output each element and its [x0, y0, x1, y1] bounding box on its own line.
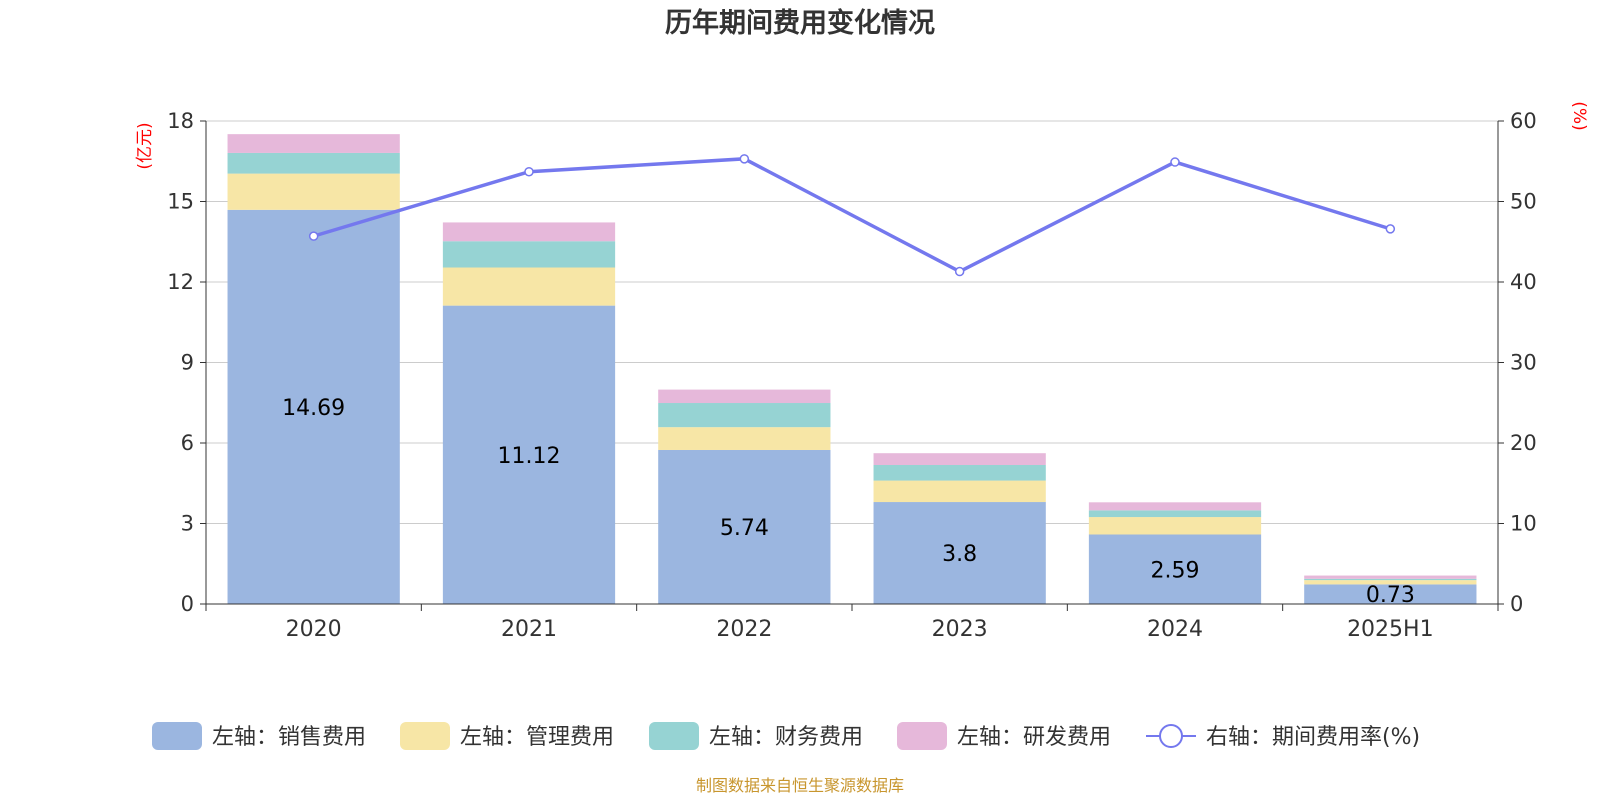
bar-segment-1	[658, 449, 831, 604]
rate-line-point	[308, 231, 319, 241]
x-axis-tick-label: 2023	[932, 617, 988, 642]
x-axis-tick-label: 2024	[1147, 617, 1203, 642]
legend-swatch	[897, 722, 947, 750]
bar-segment-2	[658, 427, 831, 450]
source-note: 制图数据来自恒生聚源数据库	[696, 776, 904, 795]
bar-data-label: 11.12	[498, 444, 561, 469]
rate-line-point	[1385, 224, 1396, 234]
legend-swatch	[400, 722, 450, 750]
bar-segment-2	[1088, 517, 1262, 535]
bar-segment-4	[1088, 502, 1262, 511]
bar-segment-2	[1304, 580, 1477, 585]
rate-line-point	[524, 166, 534, 177]
bar-segment-2	[873, 480, 1046, 503]
legend-label: 左轴：销售费用	[212, 725, 366, 750]
legend-label: 右轴：期间费用率(%)	[1206, 725, 1420, 750]
chart-title: 历年期间费用变化情况	[665, 7, 935, 39]
bar-data-label: 5.74	[720, 516, 769, 541]
left-axis-tick-label: 15	[167, 190, 194, 214]
left-axis-tick-label: 9	[181, 351, 194, 375]
bar-segment-1	[227, 209, 400, 604]
x-axis-tick-label: 2025H1	[1347, 617, 1434, 642]
left-axis-unit: (亿元)	[135, 122, 155, 169]
right-axis-tick-label: 20	[1510, 431, 1537, 455]
right-axis-tick-label: 60	[1510, 109, 1537, 133]
rate-line-path	[313, 157, 1391, 274]
right-axis-tick-label: 50	[1510, 190, 1537, 214]
bar-segment-3	[1088, 510, 1262, 518]
right-axis-tick-label: 40	[1510, 270, 1537, 294]
bar-segment-1	[1304, 584, 1477, 604]
bar-segment-3	[442, 241, 616, 268]
rate-line-point	[739, 154, 750, 164]
right-axis-tick-label: 30	[1510, 351, 1537, 375]
right-axis-tick-label: 0	[1510, 592, 1523, 616]
legend-circle-swatch	[1159, 724, 1183, 748]
bar-segment-4	[442, 222, 616, 242]
axes: 0 3 6 9 12 15 18 0 10 20 30 40 50 60 2020 2021 2022 2023 2…	[167, 109, 1536, 642]
bar-segment-4	[1304, 575, 1477, 579]
bar-data-label: 14.69	[282, 396, 345, 421]
bar-segment-3	[658, 403, 831, 428]
bar-segment-4	[873, 453, 1046, 466]
gridlines	[206, 120, 1498, 605]
left-axis-tick-label: 12	[167, 270, 194, 294]
right-axis-unit: (%)	[1569, 101, 1589, 130]
bar-segment-3	[227, 152, 400, 174]
bars	[227, 134, 1477, 604]
bar-segment-1	[1088, 534, 1262, 604]
rate-line-point	[1170, 157, 1180, 167]
bar-segment-1	[442, 305, 616, 604]
rate-line	[308, 154, 1396, 277]
x-axis-tick-label: 2022	[716, 617, 772, 642]
bar-segment-3	[873, 465, 1046, 481]
bar-segment-4	[227, 134, 400, 153]
bar-data-label: 0.73	[1366, 583, 1415, 608]
bar-segment-4	[658, 389, 831, 404]
left-axis-tick-label: 3	[181, 512, 194, 536]
rate-line-point	[954, 266, 965, 277]
bar-data-label: 2.59	[1151, 558, 1200, 583]
bar-segment-3	[1304, 578, 1477, 581]
bar-segment-2	[227, 173, 400, 210]
legend-label: 左轴：财务费用	[709, 725, 863, 750]
legend-label: 左轴：管理费用	[460, 725, 614, 750]
legend-label: 左轴：研发费用	[957, 725, 1111, 750]
legend-swatch	[649, 722, 699, 750]
left-axis-tick-label: 6	[181, 431, 194, 455]
bar-segment-2	[442, 267, 616, 306]
right-axis-tick-label: 10	[1510, 512, 1537, 536]
data-labels: 14.69 11.12 5.74 3.8 2.59 0.73	[282, 396, 1415, 608]
bar-segment-1	[873, 502, 1046, 604]
bar-data-label: 3.8	[942, 542, 977, 567]
legend: 左轴：销售费用 左轴：管理费用 左轴：财务费用 左轴：研发费用 右轴：期间费用率(%)	[152, 722, 1420, 750]
left-axis-tick-label: 0	[181, 592, 194, 616]
legend-swatch	[152, 722, 202, 750]
x-axis-tick-label: 2020	[286, 617, 342, 642]
x-axis-tick-label: 2021	[501, 617, 557, 642]
left-axis-tick-label: 18	[167, 109, 194, 133]
